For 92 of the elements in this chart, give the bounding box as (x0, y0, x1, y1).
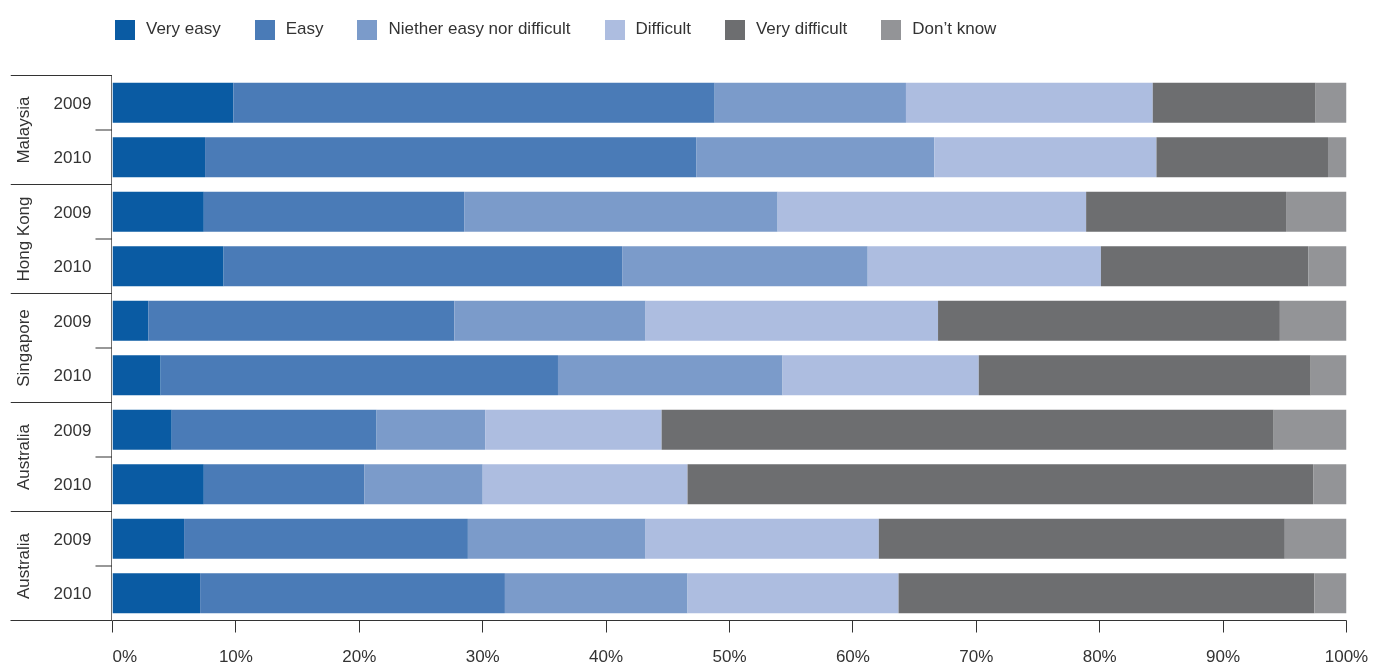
x-tick-label: 100% (1324, 646, 1369, 666)
y-tick-label: 2010 (53, 584, 92, 604)
bar (878, 518, 1285, 559)
bar (1327, 137, 1347, 178)
x-tick-label: 70% (959, 646, 994, 666)
text: Australia (14, 532, 33, 600)
bar (184, 518, 468, 559)
text: Australia (14, 423, 33, 491)
bar (171, 409, 377, 450)
x-tick-label: 20% (342, 646, 377, 666)
bar (112, 464, 204, 505)
x-tick-label: 10% (218, 646, 253, 666)
legend-label: Niether easy nor difficult (388, 18, 571, 40)
bar (714, 82, 906, 123)
bar (203, 464, 365, 505)
bar (1286, 191, 1347, 232)
bar (696, 137, 935, 178)
x-tick-label: 30% (465, 646, 500, 666)
bar (223, 246, 623, 287)
bar (376, 409, 486, 450)
x-tick-label: 60% (835, 646, 870, 666)
legend-label: Difficult (635, 18, 691, 40)
bar (687, 573, 899, 614)
bar (464, 191, 778, 232)
bar (1156, 137, 1328, 178)
bar (645, 518, 879, 559)
bar (1314, 573, 1347, 614)
bar (482, 464, 688, 505)
bar (160, 355, 558, 396)
bar (112, 409, 172, 450)
bar (1310, 355, 1347, 396)
y-tick-label: 2009 (53, 311, 92, 331)
legend-label: Very difficult (755, 18, 848, 40)
bar (782, 355, 979, 396)
bar (1284, 518, 1347, 559)
bar (557, 355, 783, 396)
bar (898, 573, 1315, 614)
bar (467, 518, 646, 559)
legend-label: Don’t know (912, 18, 997, 40)
bar (661, 409, 1274, 450)
y-tick-label: 2010 (53, 148, 92, 168)
bar (1313, 464, 1347, 505)
bar (1279, 300, 1347, 341)
y-tick-label: 2010 (53, 475, 92, 495)
bar (687, 464, 1314, 505)
legend-label: Easy (285, 18, 324, 40)
bar (205, 137, 697, 178)
bar (364, 464, 483, 505)
bar (905, 82, 1153, 123)
bar (934, 137, 1157, 178)
x-tick-label: 0% (112, 646, 138, 666)
bar (112, 246, 224, 287)
y-tick-label: 2010 (53, 366, 92, 386)
bar (645, 300, 939, 341)
y-tick-label: 2009 (53, 202, 92, 222)
bar (454, 300, 646, 341)
text: Hong Kong (14, 196, 33, 282)
x-tick-label: 40% (589, 646, 624, 666)
bar (148, 300, 455, 341)
bar (622, 246, 868, 287)
bar (867, 246, 1101, 287)
bar (978, 355, 1311, 396)
y-tick-label: 2009 (53, 420, 92, 440)
bar (112, 573, 201, 614)
bar (1308, 246, 1347, 287)
bar (112, 355, 161, 396)
bar (200, 573, 505, 614)
bar (233, 82, 715, 123)
bar (203, 191, 465, 232)
text: Singapore (14, 309, 33, 387)
bar (1100, 246, 1309, 287)
bar (112, 518, 185, 559)
x-tick-label: 80% (1082, 646, 1117, 666)
bar (112, 82, 234, 123)
bar (1086, 191, 1287, 232)
text: Malaysia (14, 95, 33, 164)
bar (1152, 82, 1316, 123)
bar (112, 191, 204, 232)
legend-label: Very easy (146, 18, 221, 40)
bar (112, 137, 206, 178)
y-tick-label: 2009 (53, 529, 92, 549)
bar (112, 300, 149, 341)
bar (485, 409, 662, 450)
y-tick-label: 2009 (53, 93, 92, 113)
bar (1273, 409, 1347, 450)
x-tick-label: 90% (1206, 646, 1241, 666)
y-tick-label: 2010 (53, 257, 92, 277)
bar (504, 573, 688, 614)
bar (1315, 82, 1347, 123)
bar (938, 300, 1280, 341)
bar (777, 191, 1087, 232)
x-tick-label: 50% (712, 646, 747, 666)
